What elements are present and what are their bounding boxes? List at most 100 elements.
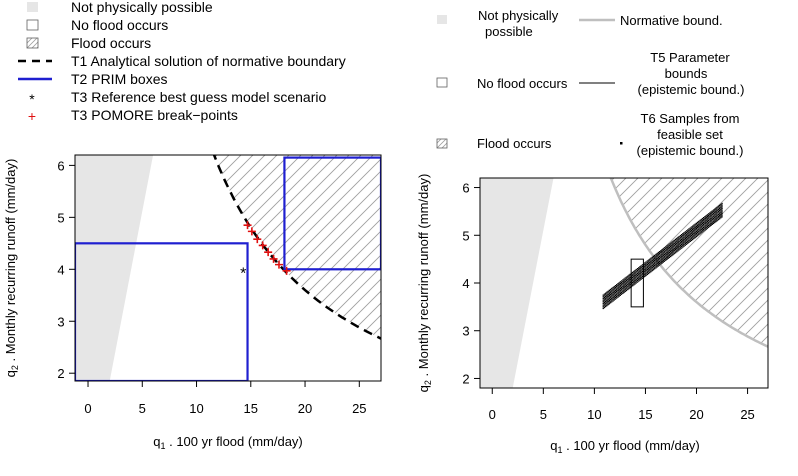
sample-point: [646, 268, 648, 271]
sample-point: [721, 212, 723, 215]
sample-point: [720, 203, 722, 206]
sample-point: [699, 224, 701, 227]
sample-point: [687, 237, 689, 239]
sample-point: [709, 215, 711, 217]
sample-point: [657, 253, 659, 255]
sample-point: [665, 246, 667, 248]
sample-point: [683, 235, 685, 237]
sample-point: [679, 238, 682, 240]
sample-point: [685, 236, 688, 239]
sample-point: [679, 236, 682, 238]
sample-point: [612, 286, 614, 289]
sample-point: [656, 254, 658, 256]
sample-point: [662, 254, 664, 257]
x-tick-label: 5: [540, 407, 547, 422]
sample-point: [719, 216, 721, 218]
sample-point: [619, 281, 621, 283]
sample-point: [712, 211, 715, 213]
sample-point: [646, 267, 648, 269]
sample-point: [673, 253, 675, 255]
sample-point: [677, 241, 679, 244]
sample-point: [603, 306, 606, 309]
sample-point: [684, 236, 686, 238]
sample-point: [676, 247, 678, 250]
legend-label-flood: Flood occurs: [71, 35, 151, 51]
sample-point: [634, 283, 636, 285]
sample-point: [709, 222, 711, 224]
sample-point: [617, 294, 619, 297]
sample-point: [711, 213, 713, 215]
sample-point: [636, 268, 639, 270]
sample-point: [721, 207, 723, 210]
legend-label-t5-2: bounds: [665, 66, 708, 81]
sample-point: [670, 252, 672, 254]
sample-point: [698, 224, 700, 226]
sample-point: [678, 235, 680, 238]
sample-point: [688, 236, 690, 238]
sample-point: [705, 225, 707, 227]
sample-point: [665, 259, 667, 261]
legend-swatch-flood-right: [436, 138, 448, 149]
sample-point: [616, 289, 618, 291]
sample-point: [717, 212, 720, 214]
sample-point: [683, 238, 685, 241]
sample-point: [716, 216, 718, 218]
sample-point: [676, 239, 678, 241]
sample-point: [719, 214, 721, 216]
sample-point: [689, 229, 691, 231]
sample-point: [618, 285, 620, 287]
sample-point: [689, 232, 691, 234]
legend-label-normative: Normative bound.: [620, 13, 723, 28]
sample-point: [703, 227, 705, 229]
sample-point: [649, 271, 651, 274]
sample-point: [679, 248, 682, 250]
sample-point: [678, 237, 680, 239]
sample-point: [666, 248, 668, 250]
sample-point: [667, 257, 669, 259]
sample-point: [662, 259, 664, 262]
sample-point: [694, 233, 696, 235]
sample-point: [605, 294, 607, 296]
legend-swatch-no-flood-right: [436, 77, 448, 88]
legend-label-t5-1: T5 Parameter: [650, 50, 730, 65]
sample-point: [672, 252, 674, 254]
sample-point: [657, 262, 659, 264]
sample-point: [602, 307, 604, 310]
sample-point: [620, 292, 623, 294]
sample-point: [692, 227, 694, 229]
sample-point: [619, 286, 621, 288]
sample-point: [700, 227, 702, 229]
sample-point: [710, 218, 712, 220]
sample-point: [635, 282, 637, 284]
sample-point: [602, 306, 604, 308]
sample-point: [672, 242, 674, 244]
sample-point: [639, 271, 641, 273]
x-tick-label: 25: [352, 401, 366, 416]
sample-point: [703, 217, 705, 219]
sample-point: [614, 290, 617, 292]
sample-point: [609, 290, 612, 292]
sample-point: [652, 265, 655, 267]
sample-point: [661, 252, 663, 254]
sample-point: [622, 286, 624, 288]
sample-point: [635, 277, 637, 279]
sample-point: [674, 242, 677, 244]
sample-point: [685, 241, 688, 244]
sample-point: [625, 279, 628, 282]
sample-point: [644, 267, 646, 269]
sample-point: [658, 257, 661, 259]
sample-point: [692, 237, 694, 239]
sample-point: [668, 246, 670, 249]
sample-point: [671, 254, 673, 257]
sample-point: [634, 278, 636, 280]
sample-point: [602, 294, 604, 296]
sample-point: [717, 210, 720, 212]
sample-point: [636, 276, 639, 278]
sample-point: [646, 263, 648, 266]
sample-point: [689, 230, 691, 232]
sample-point: [645, 271, 647, 273]
sample-point: [616, 294, 618, 296]
sample-point: [652, 262, 655, 264]
sample-point: [714, 220, 716, 222]
sample-point: [641, 265, 644, 268]
